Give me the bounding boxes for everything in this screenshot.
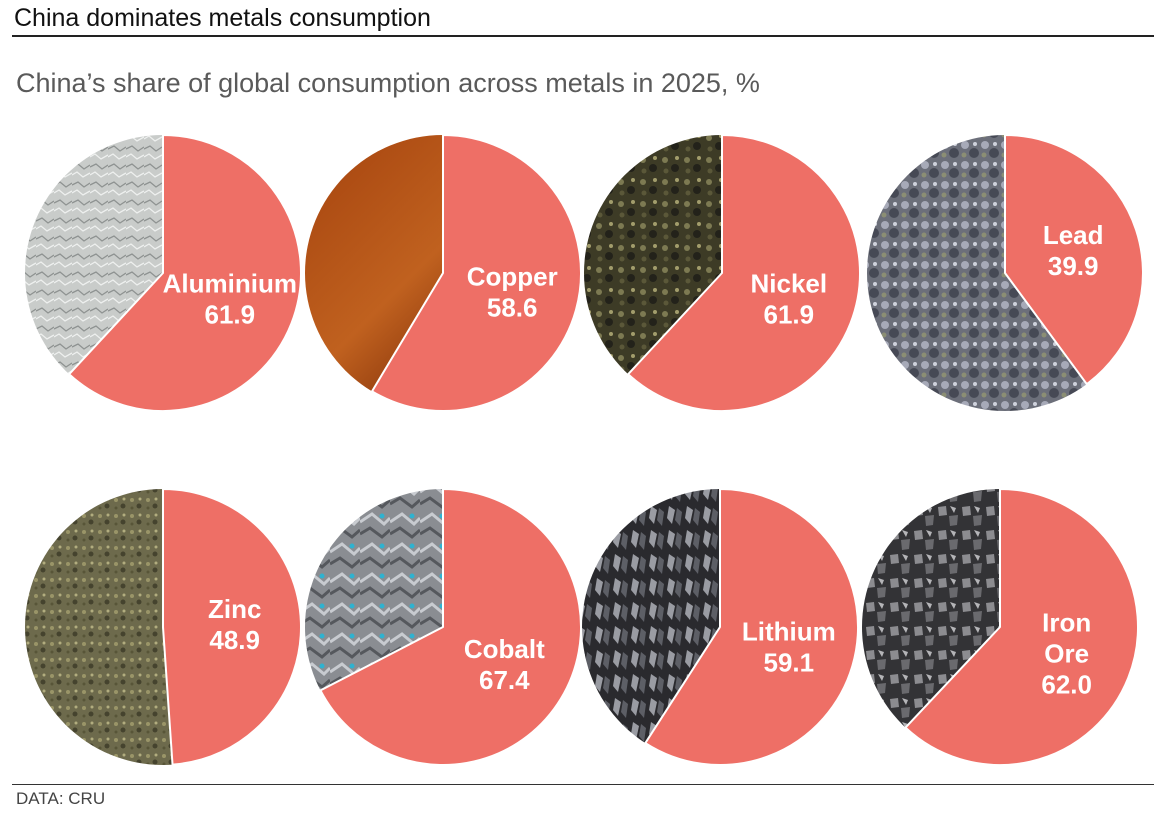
pie-slice-china-iron-ore [904, 488, 1139, 766]
pie-slice-china-copper [371, 134, 582, 412]
data-label-aluminium: 61.9 [204, 300, 255, 330]
header-divider [12, 35, 1154, 37]
category-label-copper: Copper [467, 262, 558, 292]
footer-divider [12, 784, 1154, 785]
data-source: DATA: CRU [16, 789, 106, 808]
pie-slice-china-zinc [162, 488, 302, 766]
category-label-cobalt: Cobalt [464, 634, 545, 664]
pie-slice-china-lithium [644, 488, 859, 766]
data-label-cobalt: 67.4 [479, 665, 530, 695]
pie-slice-china-aluminium [68, 134, 302, 412]
category-label-lead: Lead [1043, 220, 1104, 250]
data-label-nickel: 61.9 [763, 300, 814, 330]
pie-slice-china-lead [1004, 134, 1144, 386]
data-label-iron-ore: 62.0 [1041, 669, 1092, 699]
data-label-lithium: 59.1 [763, 648, 814, 678]
data-label-zinc: 48.9 [209, 625, 260, 655]
category-label-iron-ore-1: Ore [1044, 638, 1089, 668]
category-label-zinc: Zinc [208, 594, 261, 624]
category-label-aluminium: Aluminium [163, 269, 297, 299]
data-label-copper: 58.6 [487, 293, 538, 323]
pie-slice-china-nickel [627, 134, 861, 412]
category-label-nickel: Nickel [750, 269, 827, 299]
pie-slice-china-cobalt [319, 488, 582, 766]
chart-subtitle: China’s share of global consumption acro… [16, 68, 760, 98]
chart-header-title: China dominates metals consumption [14, 4, 431, 32]
category-label-lithium: Lithium [742, 617, 836, 647]
data-label-lead: 39.9 [1048, 251, 1099, 281]
category-label-iron-ore-0: Iron [1042, 607, 1091, 637]
